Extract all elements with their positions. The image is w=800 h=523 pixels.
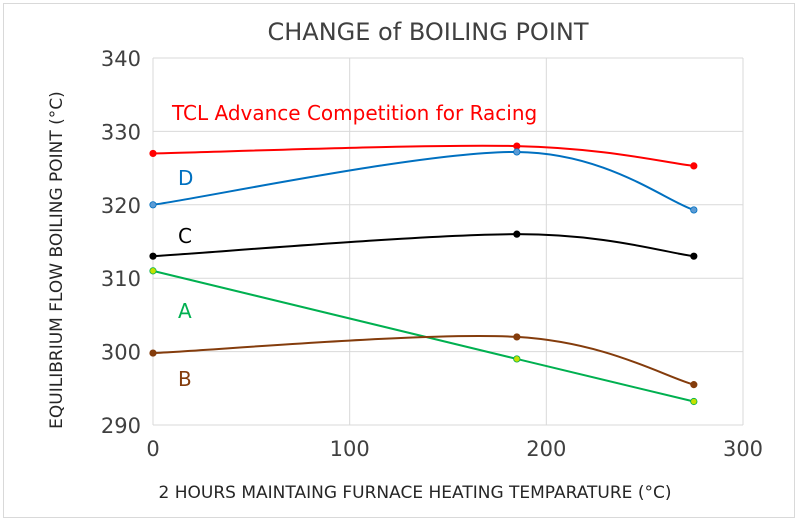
x-tick-label: 200 — [526, 437, 566, 461]
y-axis-title: EQUILIBRIUM FLOW BOILING POINT (°C) — [47, 91, 67, 429]
series-line-4 — [152, 335, 695, 386]
data-point — [149, 201, 157, 209]
data-point — [690, 397, 698, 406]
data-point — [690, 252, 698, 260]
series-label: D — [178, 166, 193, 190]
tick-labels: 290 300 310 320 330 340 0 100 200 300 — [101, 47, 763, 461]
data-point — [513, 355, 521, 363]
chart-title: CHANGE of BOILING POINT — [267, 18, 588, 46]
x-axis-title: 2 HOURS MAINTAING FURNACE HEATING TEMPAR… — [159, 483, 672, 503]
x-tick-label: 300 — [723, 437, 763, 461]
data-point — [690, 162, 698, 170]
data-point — [149, 349, 157, 357]
y-tick-label: 330 — [101, 120, 141, 144]
data-point — [513, 142, 521, 150]
y-tick-label: 320 — [101, 194, 141, 218]
data-point — [513, 148, 521, 156]
y-tick-label: 310 — [101, 267, 141, 291]
series-line-1 — [152, 150, 695, 211]
y-tick-label: 300 — [101, 341, 141, 365]
series-line-0 — [152, 144, 694, 167]
series-label: A — [178, 299, 192, 323]
y-tick-label: 290 — [101, 414, 141, 438]
series-labels: TCL Advance Competition for Racing D C A B — [171, 101, 537, 391]
data-point — [690, 381, 698, 389]
y-tick-label: 340 — [101, 47, 141, 71]
series-label: C — [178, 224, 192, 248]
series-layer — [149, 142, 698, 406]
data-point — [149, 267, 157, 275]
data-point — [690, 206, 698, 214]
series-label: TCL Advance Competition for Racing — [171, 101, 537, 125]
data-point — [149, 149, 157, 158]
x-tick-label: 0 — [146, 437, 159, 461]
data-point — [513, 333, 521, 341]
data-point — [513, 230, 521, 238]
x-tick-label: 100 — [330, 437, 370, 461]
data-point — [149, 252, 157, 260]
chart-frame — [3, 3, 795, 518]
series-label: B — [178, 367, 192, 391]
series-line-2 — [152, 233, 694, 258]
gridlines — [152, 57, 744, 426]
